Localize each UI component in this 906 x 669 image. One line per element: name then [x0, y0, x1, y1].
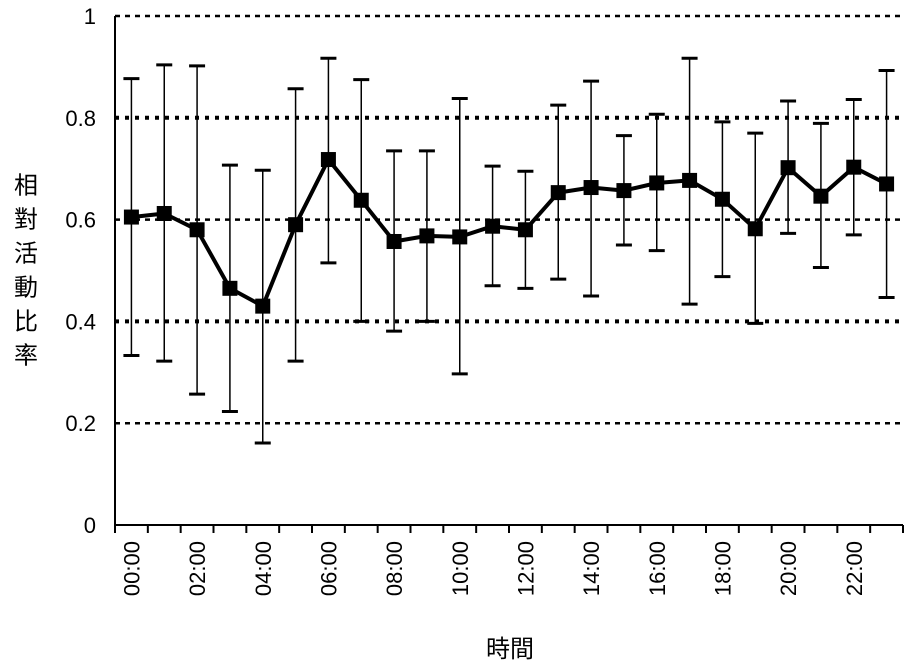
data-point — [616, 183, 632, 199]
x-tick-label: 08:00 — [382, 541, 407, 596]
x-axis-title: 時間 — [486, 635, 534, 663]
series-line — [131, 157, 888, 309]
data-point — [649, 175, 665, 191]
y-tick-labels: 0 0.2 0.4 0.6 0.8 1 — [65, 4, 96, 538]
data-point — [583, 180, 599, 196]
y-tick-label: 0.4 — [65, 309, 96, 334]
data-point — [386, 233, 402, 249]
data-point — [156, 205, 172, 221]
axes — [114, 16, 904, 533]
data-point — [452, 229, 468, 245]
x-tick-label: 18:00 — [710, 541, 735, 596]
data-point — [123, 209, 139, 225]
data-point — [846, 159, 862, 175]
x-tick-label: 14:00 — [579, 541, 604, 596]
x-tick-label: 04:00 — [251, 541, 276, 596]
data-point — [714, 191, 730, 207]
data-point — [879, 176, 895, 192]
x-tick-label: 00:00 — [119, 541, 144, 596]
data-point — [682, 172, 698, 188]
y-tick-label: 0 — [84, 513, 96, 538]
data-point — [255, 298, 271, 314]
y-axis-title: 相對活動比率 — [14, 172, 38, 370]
y-tick-label: 0.8 — [65, 106, 96, 131]
y-tick-label: 0.2 — [65, 411, 96, 436]
data-points — [123, 152, 895, 314]
data-point — [550, 185, 566, 201]
data-point — [747, 221, 763, 237]
data-point — [485, 218, 501, 234]
x-tick-labels: 00:00 02:00 04:00 06:00 08:00 10:00 12:00 14:00… — [119, 541, 866, 596]
data-point — [189, 222, 205, 238]
x-tick-label: 10:00 — [448, 541, 473, 596]
data-point — [780, 160, 796, 176]
x-tick-label: 20:00 — [776, 541, 801, 596]
y-tick-label: 0.6 — [65, 208, 96, 233]
data-point — [353, 192, 369, 208]
gridlines — [115, 14, 903, 425]
data-point — [517, 222, 533, 238]
x-tick-label: 02:00 — [185, 541, 210, 596]
x-tick-label: 22:00 — [842, 541, 867, 596]
data-point — [222, 280, 238, 296]
y-tick-label: 1 — [84, 4, 96, 29]
data-point — [288, 217, 304, 233]
data-point — [320, 152, 336, 168]
data-point — [813, 188, 829, 204]
x-tick-label: 12:00 — [513, 541, 538, 596]
x-tick-label: 06:00 — [316, 541, 341, 596]
x-tick-label: 16:00 — [645, 541, 670, 596]
data-point — [419, 228, 435, 244]
